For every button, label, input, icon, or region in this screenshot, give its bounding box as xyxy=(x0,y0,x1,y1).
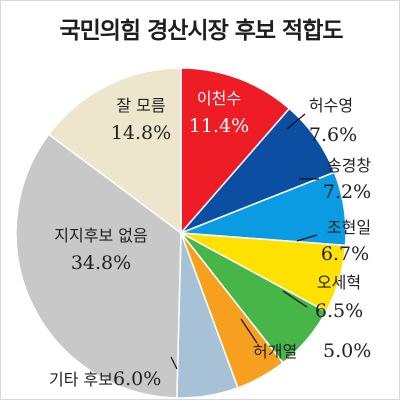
pie-slice-1 xyxy=(180,67,291,236)
slice-label-4: 조현일 xyxy=(327,218,371,237)
slice-label-5: 오세혁 xyxy=(317,273,361,292)
pie-slices xyxy=(15,67,347,399)
slice-value-2: 7.6% xyxy=(309,124,357,146)
slice-label-7: 기타 후보 xyxy=(49,370,113,389)
leader-line-2 xyxy=(286,113,306,130)
slice-value-5: 6.5% xyxy=(315,300,363,322)
leader-line-5 xyxy=(282,290,308,308)
slice-label-2: 허수영 xyxy=(309,96,353,115)
leader-line-7 xyxy=(170,356,178,370)
leader-line-6 xyxy=(240,318,258,344)
pie-slice-8 xyxy=(15,133,182,399)
slice-label-3: 송경창 xyxy=(327,156,371,175)
slice-label-1: 이천수 xyxy=(197,89,241,108)
slice-value-7: 6.0% xyxy=(113,368,161,390)
slice-value-6: 5.0% xyxy=(323,340,371,362)
slice-value-1: 11.4% xyxy=(189,115,249,137)
leader-line-4 xyxy=(296,234,318,242)
slice-label-6: 허개열 xyxy=(253,342,297,361)
slice-value-4: 6.7% xyxy=(321,243,369,265)
slice-labels: 이천수 11.4% 허수영 7.6% 송경창 7.2% 조현일 6.7% 오세혁 6.5% 허개열 5… xyxy=(49,89,371,390)
leader-lines xyxy=(170,113,319,370)
chart-title: 국민의힘 경산시장 후보 적합도 xyxy=(59,18,343,44)
slice-label-9: 잘 모름 xyxy=(116,96,165,115)
slice-value-9: 14.8% xyxy=(111,122,171,144)
slice-value-8: 34.8% xyxy=(71,252,131,274)
slice-label-8: 지지후보 없음 xyxy=(54,226,147,245)
slice-value-3: 7.2% xyxy=(323,181,371,203)
pie-slice-9 xyxy=(47,67,182,235)
